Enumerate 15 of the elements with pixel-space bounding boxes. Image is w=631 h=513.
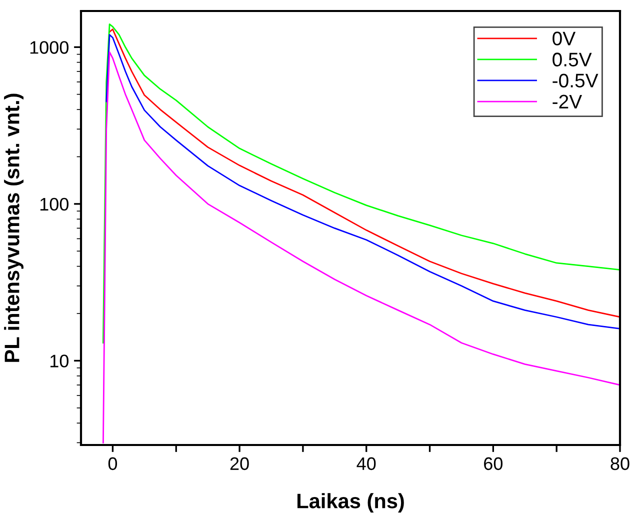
x-tick-label: 80 — [610, 457, 630, 470]
line-series — [102, 51, 620, 444]
x-tick-label: 0 — [108, 457, 118, 470]
x-axis-title: Laikas (ns) — [297, 493, 404, 512]
y-axis-title: PL intensyvumas (snt. vnt.) — [4, 94, 24, 362]
y-tick-label: 100 — [40, 198, 68, 211]
legend-label: 0.5V — [552, 52, 592, 66]
legend-label: -0.5V — [552, 74, 598, 88]
legend-label: -2V — [552, 94, 582, 108]
legend-label: 0V — [552, 32, 576, 46]
x-tick-label: 40 — [356, 457, 376, 470]
x-tick-label: 20 — [230, 457, 249, 470]
x-tick-label: 60 — [484, 457, 503, 470]
y-tick-label: 10 — [50, 354, 68, 368]
y-tick-label: 1000 — [30, 41, 68, 54]
